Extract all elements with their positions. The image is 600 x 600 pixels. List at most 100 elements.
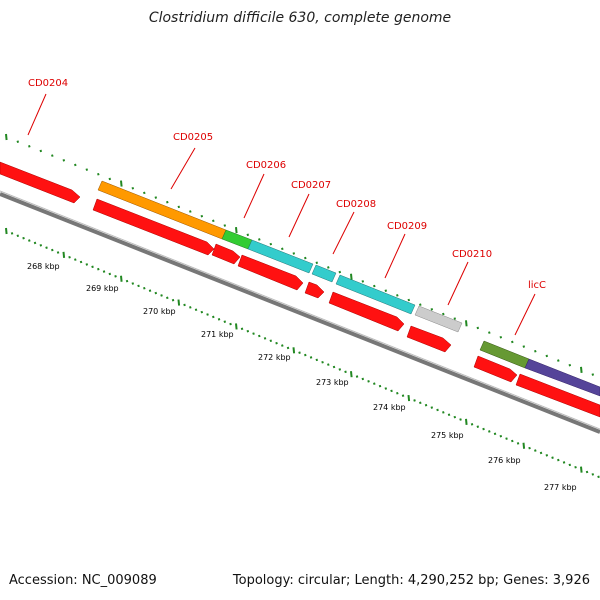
feature-cd0207[interactable] (247, 239, 314, 274)
minor-tick (321, 360, 324, 364)
minor-tick (557, 359, 560, 362)
cds-arrow[interactable] (0, 161, 81, 204)
major-tick (350, 273, 353, 280)
minor-tick (223, 320, 227, 323)
scale-label: 271 kbp (201, 330, 234, 339)
minor-tick (246, 233, 250, 237)
map-title: Clostridium difficile 630, complete geno… (148, 10, 452, 26)
major-tick (62, 251, 66, 258)
minor-tick (263, 337, 267, 340)
cds-arrow[interactable] (92, 198, 215, 256)
scale-label: 277 kbp (544, 483, 577, 492)
minor-tick (246, 329, 250, 333)
major-tick (407, 394, 411, 402)
minor-tick (436, 408, 439, 412)
minor-tick (430, 406, 434, 409)
scale-labels: 268 kbp 269 kbp 270 kbp 271 kbp 272 kbp … (27, 262, 577, 492)
minor-tick (189, 306, 192, 309)
minor-tick (166, 296, 169, 300)
minor-tick (419, 401, 422, 405)
minor-tick (493, 432, 497, 436)
minor-tick (292, 252, 296, 255)
minor-tick (240, 327, 244, 331)
feature-purple[interactable] (524, 358, 600, 397)
gene-label: CD0209 (387, 221, 427, 232)
minor-tick (309, 356, 313, 359)
minor-tick (482, 427, 485, 431)
minor-tick (200, 214, 204, 218)
minor-tick (574, 465, 577, 469)
minor-tick (585, 470, 589, 474)
minor-tick (223, 224, 227, 227)
minor-tick (108, 177, 112, 181)
minor-tick (51, 154, 54, 157)
minor-tick (396, 391, 399, 395)
minor-tick (16, 140, 20, 143)
cds-arrow[interactable] (328, 291, 405, 332)
minor-tick (591, 473, 595, 476)
minor-tick (194, 308, 198, 312)
feature-cd0210[interactable] (414, 305, 463, 333)
minor-tick (447, 413, 451, 417)
minor-tick (206, 313, 209, 316)
minor-tick (315, 261, 319, 265)
minor-tick (384, 387, 388, 390)
major-tick (5, 133, 8, 141)
minor-tick (166, 200, 169, 204)
minor-tick (56, 251, 60, 254)
major-tick (292, 347, 296, 354)
cds-arrow[interactable] (515, 373, 600, 418)
major-tick (235, 323, 238, 330)
cds-arrow[interactable] (237, 254, 304, 291)
minor-tick (125, 279, 129, 283)
minor-tick (62, 159, 66, 162)
minor-tick (315, 358, 319, 362)
feature-cd0209[interactable] (335, 274, 416, 315)
minor-tick (562, 461, 566, 464)
minor-tick (74, 258, 77, 261)
minor-tick (85, 168, 89, 171)
minor-tick (275, 341, 278, 345)
minor-tick (177, 205, 181, 209)
minor-tick (534, 449, 537, 452)
feature-cd0208[interactable] (311, 264, 337, 283)
minor-tick (442, 312, 445, 316)
minor-tick (373, 284, 376, 288)
minor-tick (28, 145, 31, 148)
minor-tick (171, 298, 175, 302)
minor-tick (91, 265, 94, 269)
cds-arrow[interactable] (211, 243, 241, 265)
minor-tick (419, 303, 422, 306)
cds-arrow[interactable] (406, 325, 452, 353)
minor-tick (298, 351, 301, 354)
minor-tick (551, 456, 554, 459)
cds-arrow[interactable] (473, 355, 518, 383)
major-tick (5, 227, 8, 235)
minor-tick (102, 270, 106, 273)
major-tick (465, 320, 468, 327)
minor-tick (488, 331, 491, 334)
minor-tick (338, 270, 342, 274)
minor-tick (131, 186, 135, 190)
minor-tick (442, 411, 445, 414)
major-tick (120, 275, 123, 282)
minor-tick (453, 317, 457, 320)
minor-tick (154, 196, 158, 199)
cds-arrow[interactable] (304, 281, 325, 299)
minor-tick (545, 354, 549, 358)
label-leaders (27, 93, 536, 336)
minor-tick (327, 266, 330, 269)
minor-tick (252, 332, 255, 335)
feature-track-outer (97, 180, 600, 397)
minor-tick (488, 430, 491, 433)
minor-tick (33, 241, 37, 245)
gene-label: CD0207 (291, 180, 331, 191)
minor-tick (39, 149, 43, 153)
minor-tick (10, 232, 14, 235)
minor-tick (39, 244, 43, 247)
scale-label: 274 kbp (373, 403, 406, 412)
genome-summary-text: Topology: circular; Length: 4,290,252 bp… (232, 573, 590, 588)
major-tick (465, 418, 468, 425)
minor-tick (390, 389, 393, 393)
